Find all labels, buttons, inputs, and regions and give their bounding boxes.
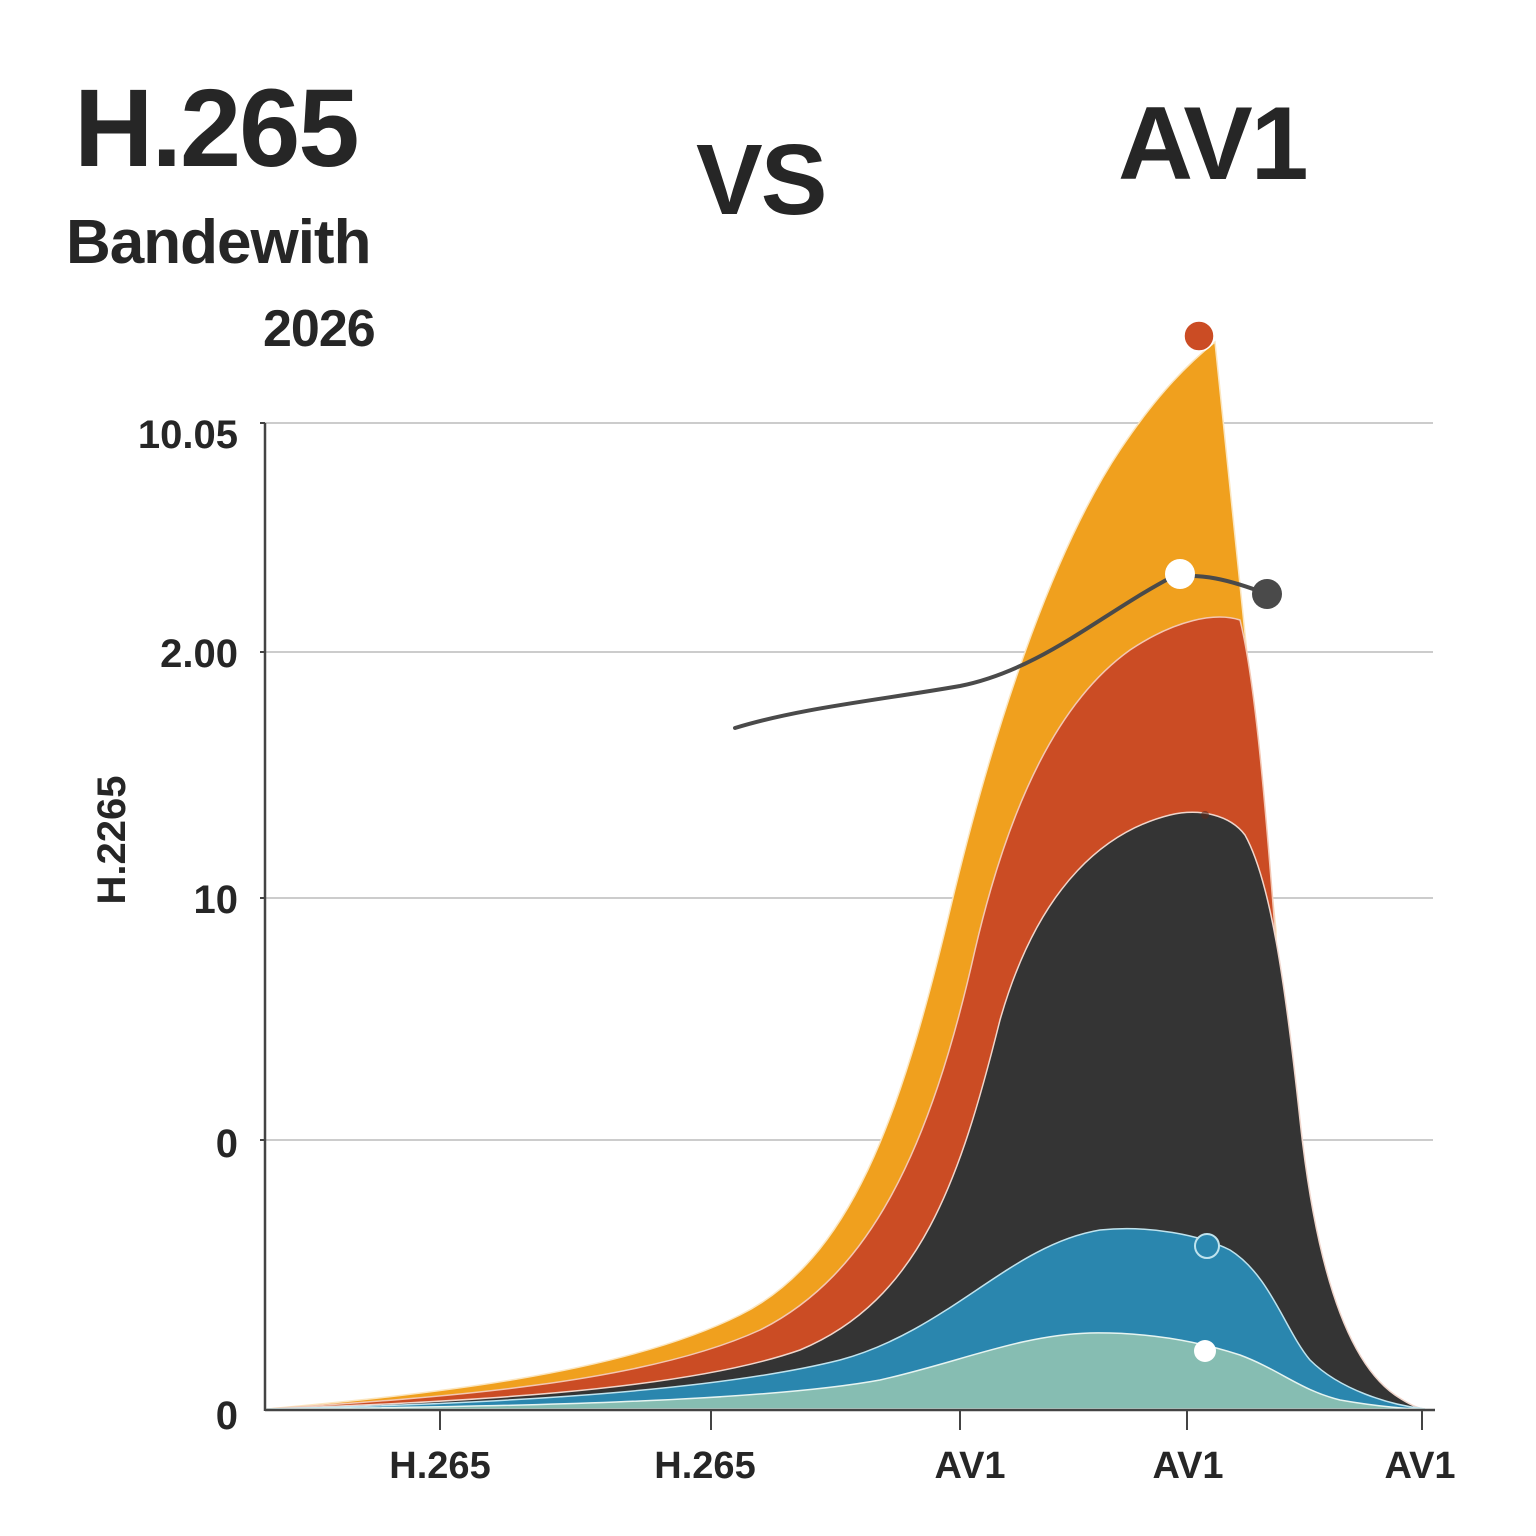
y-axis-title: H.2265 <box>90 775 134 905</box>
y-tick-label: 0 <box>215 1394 238 1438</box>
title-left-codec: H.265 <box>74 67 360 190</box>
subtitle: Bandewith <box>66 208 371 277</box>
y-axis-ticks <box>260 422 265 1141</box>
area-teal <box>266 1332 1426 1410</box>
orange-peak-marker[interactable] <box>1183 320 1215 352</box>
dark-peak-marker <box>1201 811 1209 819</box>
trend-end-marker[interactable] <box>1252 579 1282 609</box>
year-label: 2026 <box>263 300 376 358</box>
x-axis-ticks <box>439 1410 1423 1430</box>
y-tick-label: 10 <box>193 878 239 922</box>
blue-peak-marker[interactable] <box>1194 1233 1220 1259</box>
y-tick-label: 2.00 <box>160 632 238 676</box>
trend-line <box>733 574 1269 730</box>
x-tick-label: AV1 <box>1152 1445 1224 1487</box>
x-tick-label: H.265 <box>389 1445 491 1487</box>
x-tick-label: H.265 <box>654 1445 756 1487</box>
title-right-codec: AV1 <box>1118 86 1309 202</box>
y-tick-label: 10.05 <box>137 413 238 457</box>
teal-peak-marker[interactable] <box>1194 1340 1216 1362</box>
x-tick-label: AV1 <box>1384 1445 1456 1487</box>
y-tick-label: 0 <box>215 1122 238 1166</box>
x-tick-label: AV1 <box>934 1445 1006 1487</box>
title-versus: VS <box>696 124 827 236</box>
trend-white-marker[interactable] <box>1165 559 1195 589</box>
